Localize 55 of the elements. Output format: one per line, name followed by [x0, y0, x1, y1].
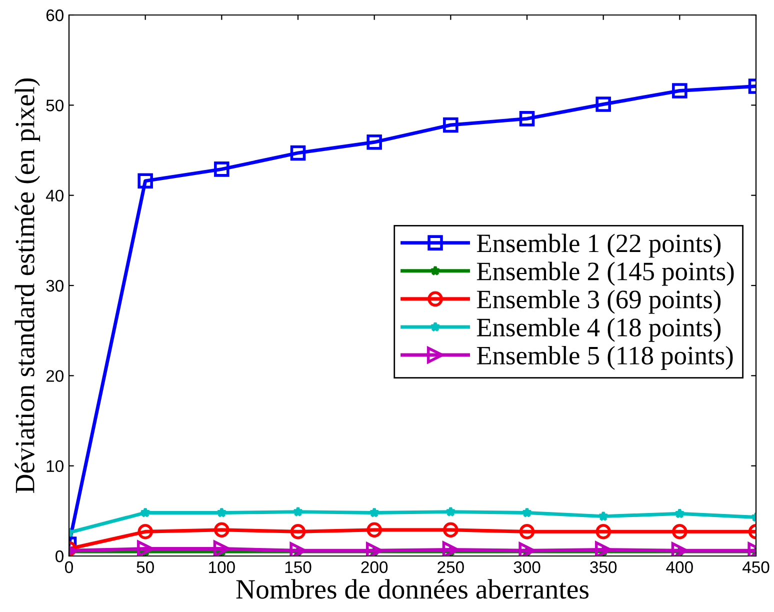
- x-tick-label: 350: [590, 561, 617, 574]
- x-tick-label: 200: [361, 561, 388, 574]
- point: [596, 96, 611, 112]
- point: [443, 117, 458, 133]
- x-tick-label: 300: [514, 561, 540, 574]
- point: [290, 145, 306, 161]
- y-axis-title: Déviation standard estimée (en pixel): [14, 78, 40, 493]
- legend-label: Ensemble 1 (22 points): [476, 234, 721, 258]
- x-axis-title: Nombres de données aberrantes: [236, 579, 589, 599]
- legend-label: Ensemble 3 (69 points): [476, 290, 721, 314]
- point: [443, 522, 458, 538]
- point: [672, 83, 688, 98]
- x-tick-label: 100: [209, 561, 235, 574]
- y-tick-label: 10: [46, 460, 64, 472]
- point: [595, 541, 612, 556]
- point: [140, 507, 151, 518]
- y-tick-label: 50: [46, 100, 64, 112]
- point: [522, 507, 532, 518]
- x-tick-label: 50: [136, 561, 154, 574]
- point: [290, 542, 306, 556]
- y-tick-label: 40: [46, 190, 64, 202]
- point: [598, 510, 609, 522]
- point: [442, 541, 459, 556]
- point: [674, 508, 686, 518]
- legend-label: Ensemble 5 (118 points): [476, 346, 733, 370]
- point: [216, 507, 228, 518]
- x-tick-label: 150: [285, 561, 312, 574]
- point: [519, 111, 535, 126]
- point: [214, 522, 230, 538]
- point: [519, 524, 535, 540]
- point: [596, 524, 611, 540]
- y-tick-label: 60: [46, 9, 64, 22]
- point: [518, 542, 536, 556]
- legend-label: Ensemble 4 (18 points): [476, 318, 721, 342]
- point: [672, 524, 688, 540]
- point: [137, 540, 154, 556]
- point: [290, 524, 306, 540]
- x-tick-label: 450: [742, 561, 770, 574]
- x-tick-label: 0: [65, 561, 73, 574]
- y-tick-label: 30: [46, 280, 64, 292]
- x-tick-label: 250: [438, 561, 464, 574]
- point: [214, 162, 230, 177]
- point: [445, 506, 456, 517]
- point: [292, 506, 304, 517]
- point: [138, 173, 153, 189]
- y-tick-label: 0: [56, 550, 64, 562]
- point: [366, 542, 383, 556]
- point: [368, 507, 380, 518]
- x-tick-label: 400: [666, 561, 693, 574]
- point: [213, 540, 230, 556]
- point: [366, 522, 382, 538]
- legend-label: Ensemble 2 (145 points): [476, 262, 734, 286]
- y-tick-label: 20: [46, 370, 64, 382]
- point: [366, 134, 382, 150]
- point: [138, 524, 153, 540]
